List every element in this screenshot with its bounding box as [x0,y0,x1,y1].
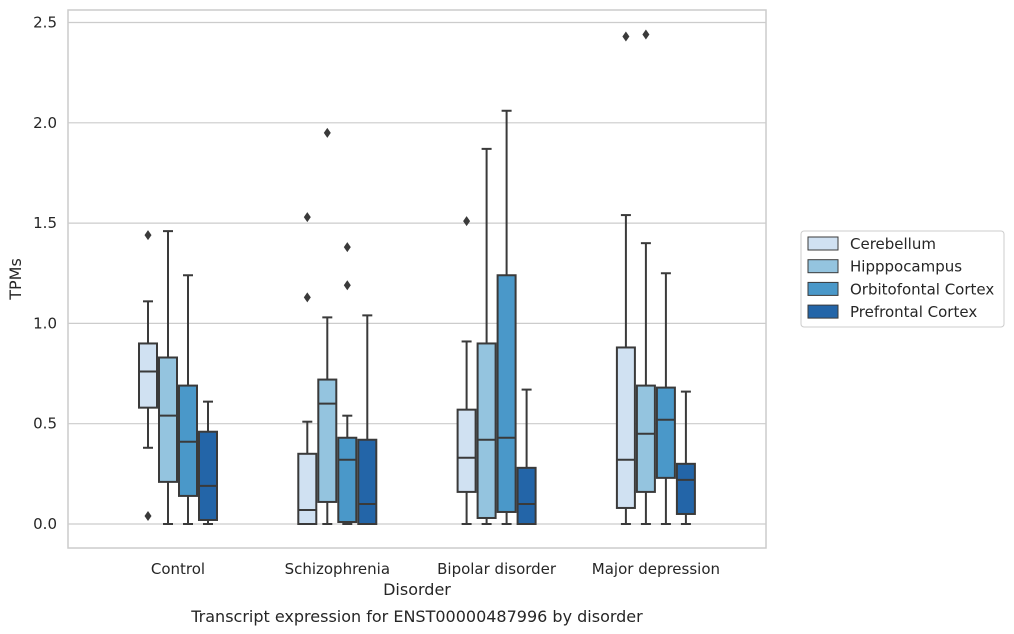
box-rect [337,436,358,523]
x-axis-label: Disorder [383,580,451,599]
box-group [297,212,318,526]
box-rect [357,438,378,525]
box-rect [138,342,158,409]
outlier-point [343,280,351,291]
box-group [158,230,178,525]
y-tick-label: 1.5 [33,214,57,232]
legend-label: Cerebellum [850,235,936,253]
outlier-point [323,127,331,138]
box-group [655,272,676,525]
legend: Cerebellum Hipppocampus Orbitofontal Corte… [800,230,1005,328]
box-rect [198,430,218,521]
x-tick-label: Control [151,560,205,578]
box-rect [615,346,636,509]
outlier-point [622,31,630,42]
box-plot-marks [138,29,696,526]
box-group [496,109,517,525]
box-rect [516,466,537,525]
outlier-point [642,29,650,40]
outlier-point [144,230,152,241]
legend-label: Prefrontal Cortex [850,303,977,321]
y-axis-label: TPMs [6,258,25,301]
box-group [675,390,696,525]
y-tick-label: 0.0 [33,515,57,533]
outlier-point [303,292,311,303]
box-group [476,147,497,525]
legend-frame [800,230,1005,328]
y-tick-labels: 0.0 0.5 1.0 1.5 2.0 2.5 [33,14,57,534]
y-tick-label: 2.5 [33,14,57,32]
legend-swatch [807,236,839,251]
legend-swatch [807,304,839,319]
y-tick-label: 2.0 [33,114,57,132]
box-rect [317,378,338,503]
box-rect [178,384,198,497]
box-group [357,314,378,525]
chart-caption: Transcript expression for ENST0000048799… [190,607,643,626]
box-group [317,127,338,525]
box-group [615,31,636,525]
box-group [635,29,656,525]
legend-label: Orbitofontal Cortex [850,280,994,298]
x-tick-labels: Control Schizophrenia Bipolar disorder Majo… [151,560,720,578]
y-tick-label: 1.0 [33,314,57,332]
legend-label: Hipppocampus [850,258,962,276]
outlier-point [343,242,351,253]
box-rect [297,452,318,526]
box-rect [655,386,676,479]
outlier-point [463,216,471,227]
box-group [337,242,358,525]
x-tick-label: Bipolar disorder [437,560,557,578]
box-group [516,388,537,525]
box-rect [635,384,656,493]
box-group [198,400,218,525]
legend-swatch [807,281,839,296]
box-group [178,274,198,525]
x-tick-label: Major depression [592,560,720,578]
box-rect [675,462,696,515]
y-tick-label: 0.5 [33,415,57,433]
box-rect [456,408,477,493]
outlier-point [303,212,311,223]
box-rect [496,274,517,513]
box-rect [158,356,178,483]
x-tick-label: Schizophrenia [285,560,390,578]
outlier-point [144,510,152,521]
box-group [138,230,158,521]
box-rect [476,342,497,519]
box-group [456,216,477,525]
legend-swatch [807,259,839,274]
plot-frame [67,9,767,549]
